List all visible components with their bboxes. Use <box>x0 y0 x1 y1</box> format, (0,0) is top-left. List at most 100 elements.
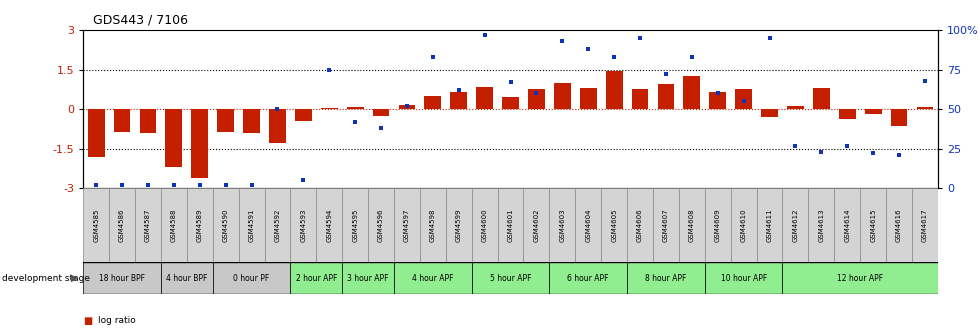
Text: GSM4587: GSM4587 <box>145 208 151 242</box>
Bar <box>445 188 471 262</box>
Text: GSM4614: GSM4614 <box>843 208 849 242</box>
Text: GSM4606: GSM4606 <box>637 208 643 242</box>
Bar <box>342 262 393 294</box>
Bar <box>734 89 751 109</box>
Text: log ratio: log ratio <box>98 317 136 325</box>
Text: 18 hour BPF: 18 hour BPF <box>99 274 145 283</box>
Bar <box>497 188 523 262</box>
Bar <box>420 188 445 262</box>
Text: GSM4611: GSM4611 <box>766 208 772 242</box>
Text: GSM4597: GSM4597 <box>404 208 410 242</box>
Bar <box>652 188 678 262</box>
Bar <box>911 188 937 262</box>
Text: GSM4591: GSM4591 <box>248 208 254 242</box>
Text: 8 hour APF: 8 hour APF <box>645 274 686 283</box>
Bar <box>781 262 937 294</box>
Text: GSM4590: GSM4590 <box>222 208 229 242</box>
Bar <box>269 109 286 143</box>
Bar <box>833 188 860 262</box>
Bar <box>627 188 652 262</box>
Bar <box>160 262 212 294</box>
Bar <box>140 109 156 133</box>
Text: GSM4601: GSM4601 <box>507 208 513 242</box>
Bar <box>398 105 415 109</box>
Bar <box>187 188 212 262</box>
Bar <box>915 107 932 109</box>
Bar <box>502 97 518 109</box>
Text: GSM4616: GSM4616 <box>895 208 901 242</box>
Bar <box>321 108 337 109</box>
Bar <box>683 76 699 109</box>
Bar <box>424 96 441 109</box>
Bar <box>704 188 730 262</box>
Text: GSM4595: GSM4595 <box>352 208 358 242</box>
Bar <box>83 188 109 262</box>
Bar <box>212 188 239 262</box>
Text: GSM4586: GSM4586 <box>119 208 125 242</box>
Bar <box>786 106 803 109</box>
Bar <box>109 188 135 262</box>
Text: ■: ■ <box>83 316 92 326</box>
Bar <box>730 188 756 262</box>
Text: GSM4605: GSM4605 <box>610 208 616 242</box>
Text: 2 hour APF: 2 hour APF <box>295 274 336 283</box>
Bar <box>678 188 704 262</box>
Text: GSM4598: GSM4598 <box>429 208 435 242</box>
Bar <box>554 83 570 109</box>
Text: GSM4593: GSM4593 <box>300 208 306 242</box>
Text: GSM4604: GSM4604 <box>585 208 591 242</box>
Text: GSM4596: GSM4596 <box>378 208 383 242</box>
Bar <box>838 109 855 119</box>
Text: GSM4609: GSM4609 <box>714 208 720 242</box>
Bar <box>575 188 600 262</box>
Bar <box>450 92 467 109</box>
Text: GSM4588: GSM4588 <box>171 208 177 242</box>
Bar <box>605 71 622 109</box>
Bar <box>600 188 627 262</box>
Bar <box>475 87 493 109</box>
Bar <box>342 188 368 262</box>
Text: GSM4602: GSM4602 <box>533 208 539 242</box>
Bar <box>393 188 420 262</box>
Bar <box>471 188 497 262</box>
Bar <box>631 89 647 109</box>
Text: GSM4607: GSM4607 <box>662 208 668 242</box>
Text: GSM4615: GSM4615 <box>869 208 875 242</box>
Bar <box>88 109 105 157</box>
Text: 3 hour APF: 3 hour APF <box>347 274 388 283</box>
Text: 5 hour APF: 5 hour APF <box>489 274 531 283</box>
Bar <box>191 109 208 178</box>
Bar <box>290 262 342 294</box>
Text: GSM4617: GSM4617 <box>921 208 927 242</box>
Bar <box>113 109 130 132</box>
Bar <box>523 188 549 262</box>
Bar <box>239 188 264 262</box>
Text: GSM4608: GSM4608 <box>689 208 694 242</box>
Bar <box>165 109 182 167</box>
Bar <box>657 84 674 109</box>
Bar <box>346 107 363 109</box>
Bar <box>549 262 627 294</box>
Text: development stage: development stage <box>2 274 90 283</box>
Bar <box>709 92 726 109</box>
Bar <box>212 262 290 294</box>
Bar <box>890 109 907 126</box>
Bar <box>860 188 885 262</box>
Text: GSM4589: GSM4589 <box>197 208 202 242</box>
Text: GSM4599: GSM4599 <box>456 208 462 242</box>
Bar <box>808 188 833 262</box>
Bar <box>290 188 316 262</box>
Bar <box>704 262 781 294</box>
Bar <box>579 88 596 109</box>
Bar <box>373 109 389 116</box>
Text: 6 hour APF: 6 hour APF <box>567 274 608 283</box>
Text: GSM4610: GSM4610 <box>740 208 746 242</box>
Text: GSM4613: GSM4613 <box>818 208 823 242</box>
Bar <box>294 109 311 121</box>
Bar <box>549 188 575 262</box>
Bar <box>217 109 234 132</box>
Bar <box>264 188 290 262</box>
Bar <box>812 88 829 109</box>
Text: GSM4612: GSM4612 <box>791 208 798 242</box>
Bar <box>864 109 880 114</box>
